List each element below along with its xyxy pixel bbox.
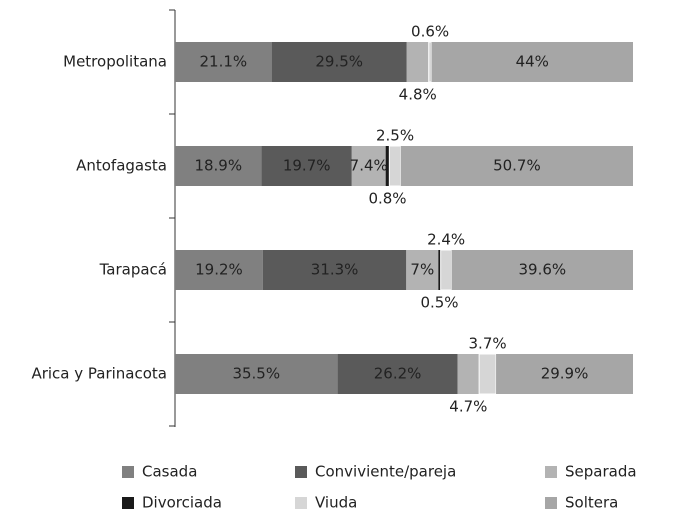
bar-segment	[175, 42, 272, 82]
value-label: 26.2%	[374, 365, 422, 383]
legend-swatch	[545, 497, 557, 509]
bar-segment	[337, 354, 458, 394]
value-label: 7%	[410, 261, 434, 279]
bar-segment	[351, 146, 386, 186]
value-label: 2.4%	[427, 231, 465, 249]
bar-segment	[496, 354, 633, 394]
bar-segment	[400, 146, 633, 186]
value-label: 2.5%	[376, 127, 414, 145]
value-label: 29.5%	[315, 53, 363, 71]
legend-swatch	[295, 497, 307, 509]
legend-swatch	[545, 466, 557, 478]
value-label: 0.5%	[420, 294, 458, 312]
value-label: 0.6%	[411, 23, 449, 41]
value-label: 44%	[516, 53, 549, 71]
value-label: 35.5%	[232, 365, 280, 383]
value-label: 39.6%	[518, 261, 566, 279]
bar-segment	[262, 250, 407, 290]
value-label: 0.8%	[368, 190, 406, 208]
bar-segment	[385, 146, 390, 186]
bar-segment	[261, 146, 352, 186]
bar-segment	[406, 42, 429, 82]
legend-swatch	[122, 497, 134, 509]
legend-label: Viuda	[315, 494, 357, 512]
bar-segment	[431, 42, 633, 82]
legend-swatch	[295, 466, 307, 478]
bar-segment	[271, 42, 407, 82]
legend-label: Separada	[565, 463, 637, 481]
value-label: 4.8%	[399, 86, 437, 104]
y-tick-label: Antofagasta	[76, 157, 167, 175]
y-tick-label: Tarapacá	[99, 261, 167, 279]
bar-segment	[406, 250, 439, 290]
value-label: 21.1%	[199, 53, 247, 71]
bar-segment	[175, 146, 262, 186]
value-label: 4.7%	[449, 398, 487, 416]
value-label: 3.7%	[469, 335, 507, 353]
bar-segment	[457, 354, 480, 394]
bar-segment	[478, 353, 497, 395]
value-label: 19.2%	[195, 261, 243, 279]
legend-label: Conviviente/pareja	[315, 463, 456, 481]
legend-label: Divorciada	[142, 494, 222, 512]
bar-segment	[451, 250, 633, 290]
value-label: 50.7%	[493, 157, 541, 175]
bar-segment	[175, 354, 338, 394]
bar-segment	[440, 249, 453, 291]
bar-segment	[428, 41, 432, 83]
value-label: 19.7%	[283, 157, 331, 175]
bar-segment	[438, 250, 441, 290]
value-label: 29.9%	[541, 365, 589, 383]
legend-swatch	[122, 466, 134, 478]
legend-label: Soltera	[565, 494, 618, 512]
bar-segment	[175, 250, 263, 290]
y-tick-label: Arica y Parinacota	[31, 365, 167, 383]
legend-label: Casada	[142, 463, 197, 481]
bar-segment	[388, 145, 402, 187]
value-label: 18.9%	[194, 157, 242, 175]
y-tick-label: Metropolitana	[63, 53, 167, 71]
value-label: 31.3%	[311, 261, 359, 279]
value-label: 7.4%	[350, 157, 388, 175]
